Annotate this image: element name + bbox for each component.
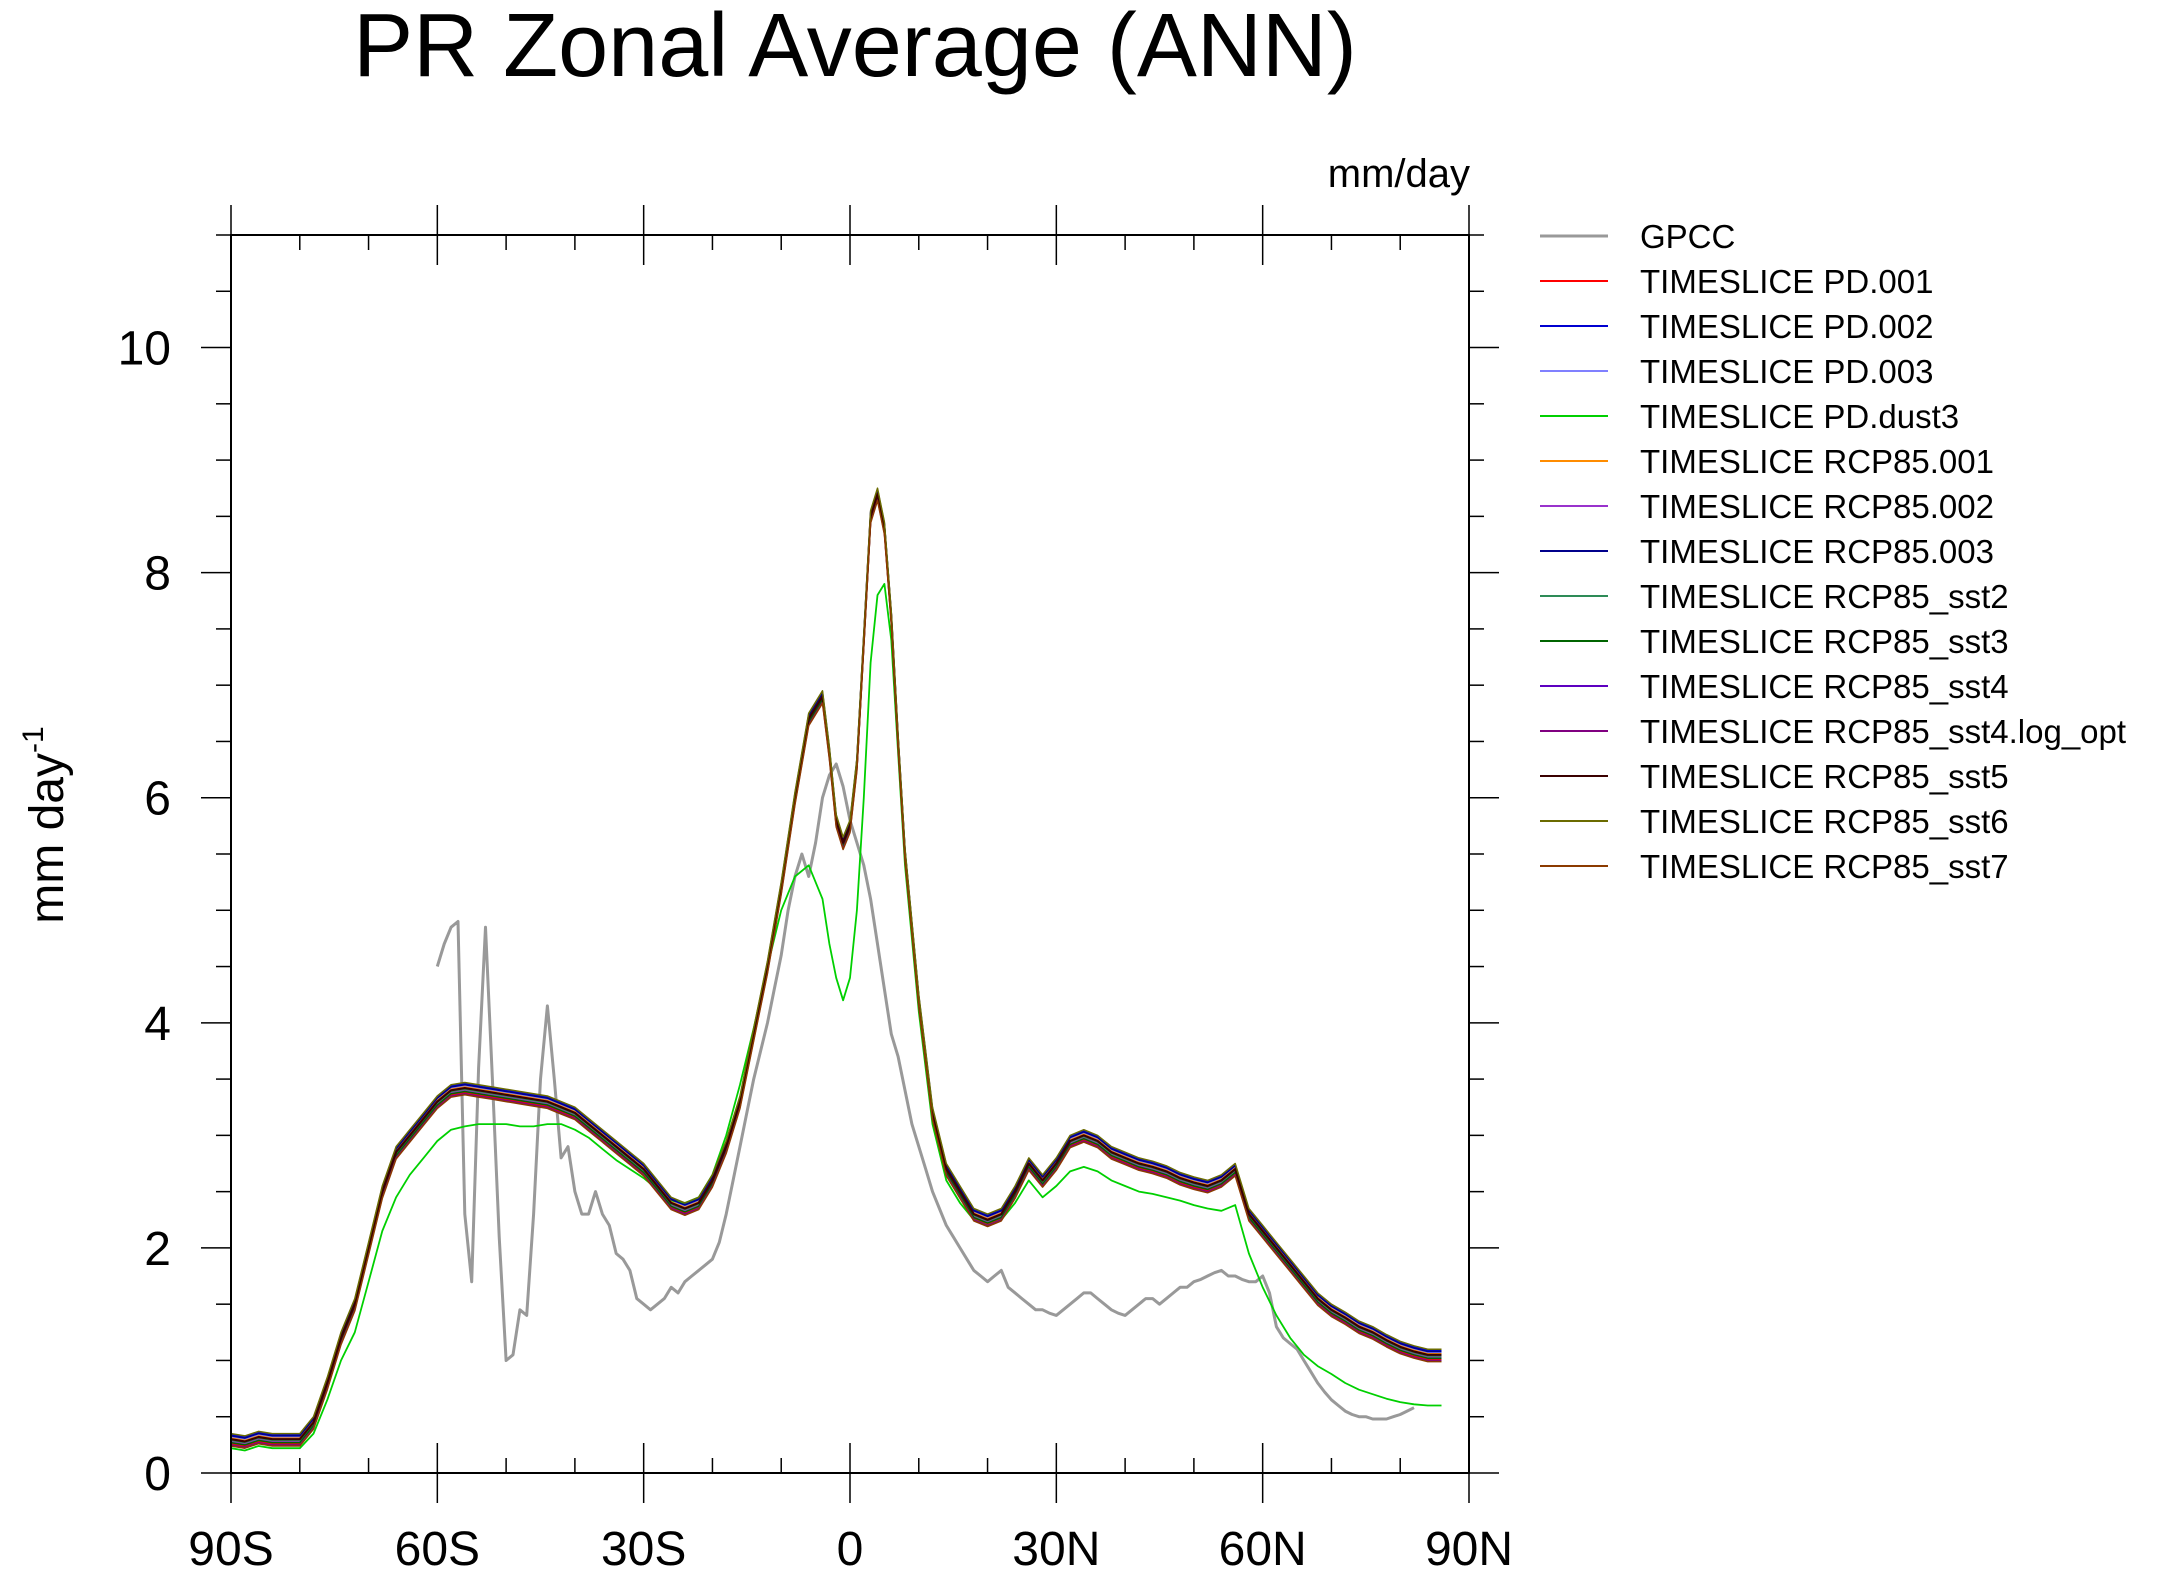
y-tick-label: 6 bbox=[144, 773, 171, 826]
legend-label: TIMESLICE RCP85_sst6 bbox=[1640, 803, 2009, 840]
x-tick-label: 30N bbox=[1012, 1523, 1100, 1576]
x-tick-label: 60N bbox=[1219, 1523, 1307, 1576]
x-tick-label: 90N bbox=[1425, 1523, 1513, 1576]
legend-label: GPCC bbox=[1640, 218, 1735, 255]
y-axis-label-exponent: -1 bbox=[17, 726, 50, 753]
axis-ticks bbox=[201, 205, 1499, 1503]
legend-label: TIMESLICE PD.002 bbox=[1640, 308, 1933, 345]
series-line bbox=[230, 496, 1442, 1446]
legend-label: TIMESLICE RCP85_sst2 bbox=[1640, 578, 2009, 615]
x-tick-label: 60S bbox=[395, 1523, 480, 1576]
series-line bbox=[435, 762, 1415, 1421]
series-line bbox=[230, 497, 1442, 1447]
x-tick-label: 30S bbox=[601, 1523, 686, 1576]
series-line bbox=[230, 494, 1442, 1444]
series-line bbox=[230, 499, 1442, 1449]
y-axis-label-main: mm day bbox=[21, 753, 74, 924]
y-axis-label: mm day-1 bbox=[17, 726, 74, 923]
series-line bbox=[230, 490, 1442, 1440]
legend: GPCC TIMESLICE PD.001 TIMESLICE PD.002 TIME… bbox=[1540, 218, 2126, 885]
units-label: mm/day bbox=[1328, 152, 1470, 196]
series-line bbox=[230, 498, 1442, 1448]
series-line bbox=[230, 495, 1442, 1445]
legend-label: TIMESLICE PD.003 bbox=[1640, 353, 1933, 390]
legend-label: TIMESLICE RCP85_sst4 bbox=[1640, 668, 2009, 705]
series-line bbox=[230, 583, 1442, 1452]
legend-label: TIMESLICE RCP85_sst5 bbox=[1640, 758, 2009, 795]
series-line bbox=[230, 491, 1442, 1442]
legend-label: TIMESLICE PD.001 bbox=[1640, 263, 1933, 300]
series-line bbox=[230, 492, 1442, 1443]
x-tick-label: 0 bbox=[837, 1523, 864, 1576]
svg-text:mm day-1: mm day-1 bbox=[17, 726, 74, 923]
legend-label: TIMESLICE RCP85_sst3 bbox=[1640, 623, 2009, 660]
legend-label: TIMESLICE RCP85.003 bbox=[1640, 533, 1994, 570]
y-tick-label: 8 bbox=[144, 548, 171, 601]
series-line bbox=[230, 488, 1442, 1438]
y-tick-labels: 0 2 4 6 8 10 bbox=[118, 323, 171, 1501]
y-tick-label: 4 bbox=[144, 998, 171, 1051]
x-tick-label: 90S bbox=[188, 1523, 273, 1576]
x-tick-labels: 90S 60S 30S 0 30N 60N 90N bbox=[188, 1523, 1513, 1576]
legend-label: TIMESLICE RCP85.002 bbox=[1640, 488, 1994, 525]
plot-lines bbox=[230, 487, 1442, 1452]
y-tick-label: 10 bbox=[118, 323, 171, 376]
legend-label: TIMESLICE RCP85_sst7 bbox=[1640, 848, 2009, 885]
plot-frame bbox=[230, 234, 1470, 1474]
series-line bbox=[230, 487, 1442, 1437]
y-tick-label: 0 bbox=[144, 1448, 171, 1501]
series-line bbox=[230, 489, 1442, 1439]
chart-title: PR Zonal Average (ANN) bbox=[353, 0, 1357, 96]
y-tick-label: 2 bbox=[144, 1223, 171, 1276]
legend-label: TIMESLICE PD.dust3 bbox=[1640, 398, 1959, 435]
series-line bbox=[230, 493, 1442, 1443]
legend-label: TIMESLICE RCP85.001 bbox=[1640, 443, 1994, 480]
legend-label: TIMESLICE RCP85_sst4.log_opt bbox=[1640, 713, 2126, 750]
